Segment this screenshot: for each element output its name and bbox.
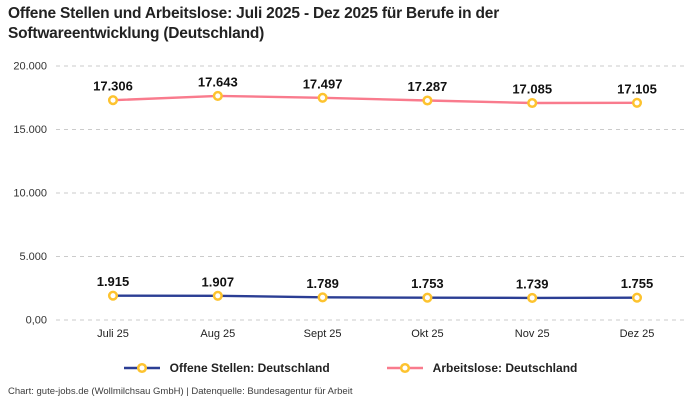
series-line	[111, 294, 639, 300]
data-point-marker[interactable]	[631, 97, 643, 108]
data-point-value-label: 1.789	[306, 276, 339, 291]
data-point-value-label: 17.287	[408, 79, 448, 94]
data-point-marker[interactable]	[422, 95, 433, 106]
data-point-value-label: 17.306	[93, 79, 133, 94]
data-point-marker[interactable]	[212, 90, 223, 101]
data-point-marker[interactable]	[527, 292, 538, 303]
data-point-value-label: 17.105	[617, 81, 657, 96]
data-point-value-label: 1.739	[516, 276, 549, 291]
y-axis-tick-label: 5.000	[19, 251, 47, 263]
legend-label: Offene Stellen: Deutschland	[169, 361, 330, 375]
x-axis-tick-label: Sept 25	[304, 328, 342, 340]
legend-series-marker-icon	[123, 362, 160, 374]
legend-series-marker-icon	[386, 362, 423, 374]
x-axis-tick-label: Okt 25	[411, 328, 443, 340]
data-point-value-label: 17.085	[512, 82, 552, 97]
x-axis-tick-label: Dez 25	[620, 328, 655, 340]
data-point-value-label: 1.915	[97, 274, 130, 289]
series-line	[111, 94, 639, 105]
y-axis-tick-label: 10.000	[13, 188, 47, 200]
legend-marker-ring	[399, 362, 410, 374]
data-point-value-label: 1.755	[621, 276, 654, 291]
chart-legend: Offene Stellen: Deutschland Arbeitslose: …	[0, 361, 700, 375]
data-point-marker[interactable]	[631, 292, 643, 303]
legend-label: Arbeitslose: Deutschland	[432, 361, 578, 375]
x-axis-tick-label: Nov 25	[515, 328, 550, 340]
data-point-marker[interactable]	[212, 290, 223, 301]
data-point-value-label: 17.643	[198, 74, 238, 89]
chart-credit: Chart: gute-jobs.de (Wollmilchsau GmbH) …	[8, 386, 353, 397]
legend-item[interactable]: Offene Stellen: Deutschland	[123, 361, 330, 375]
data-point-marker[interactable]	[107, 95, 119, 106]
data-point-marker[interactable]	[317, 92, 328, 103]
x-axis-tick-label: Aug 25	[200, 328, 235, 340]
line-chart-plot-area: 0,00 5.000 10.000 15.000 20.000 Juli 25 Aug 25…	[13, 61, 688, 340]
data-point-marker[interactable]	[317, 292, 328, 303]
y-axis-tick-label: 0,00	[26, 315, 47, 327]
legend-item[interactable]: Arbeitslose: Deutschland	[386, 361, 578, 375]
data-point-value-label: 1.753	[411, 276, 444, 291]
data-point-marker[interactable]	[107, 290, 119, 301]
chart-title: Offene Stellen und Arbeitslose: Juli 202…	[8, 5, 500, 43]
x-axis-tick-label: Juli 25	[97, 328, 129, 340]
data-point-value-label: 17.497	[303, 76, 343, 91]
y-axis-tick-label: 20.000	[13, 61, 47, 73]
y-axis-tick-label: 15.000	[13, 124, 47, 136]
data-point-marker[interactable]	[527, 97, 538, 109]
data-point-marker[interactable]	[422, 292, 433, 303]
legend-marker-ring	[136, 362, 147, 374]
data-point-value-label: 1.907	[202, 274, 235, 289]
